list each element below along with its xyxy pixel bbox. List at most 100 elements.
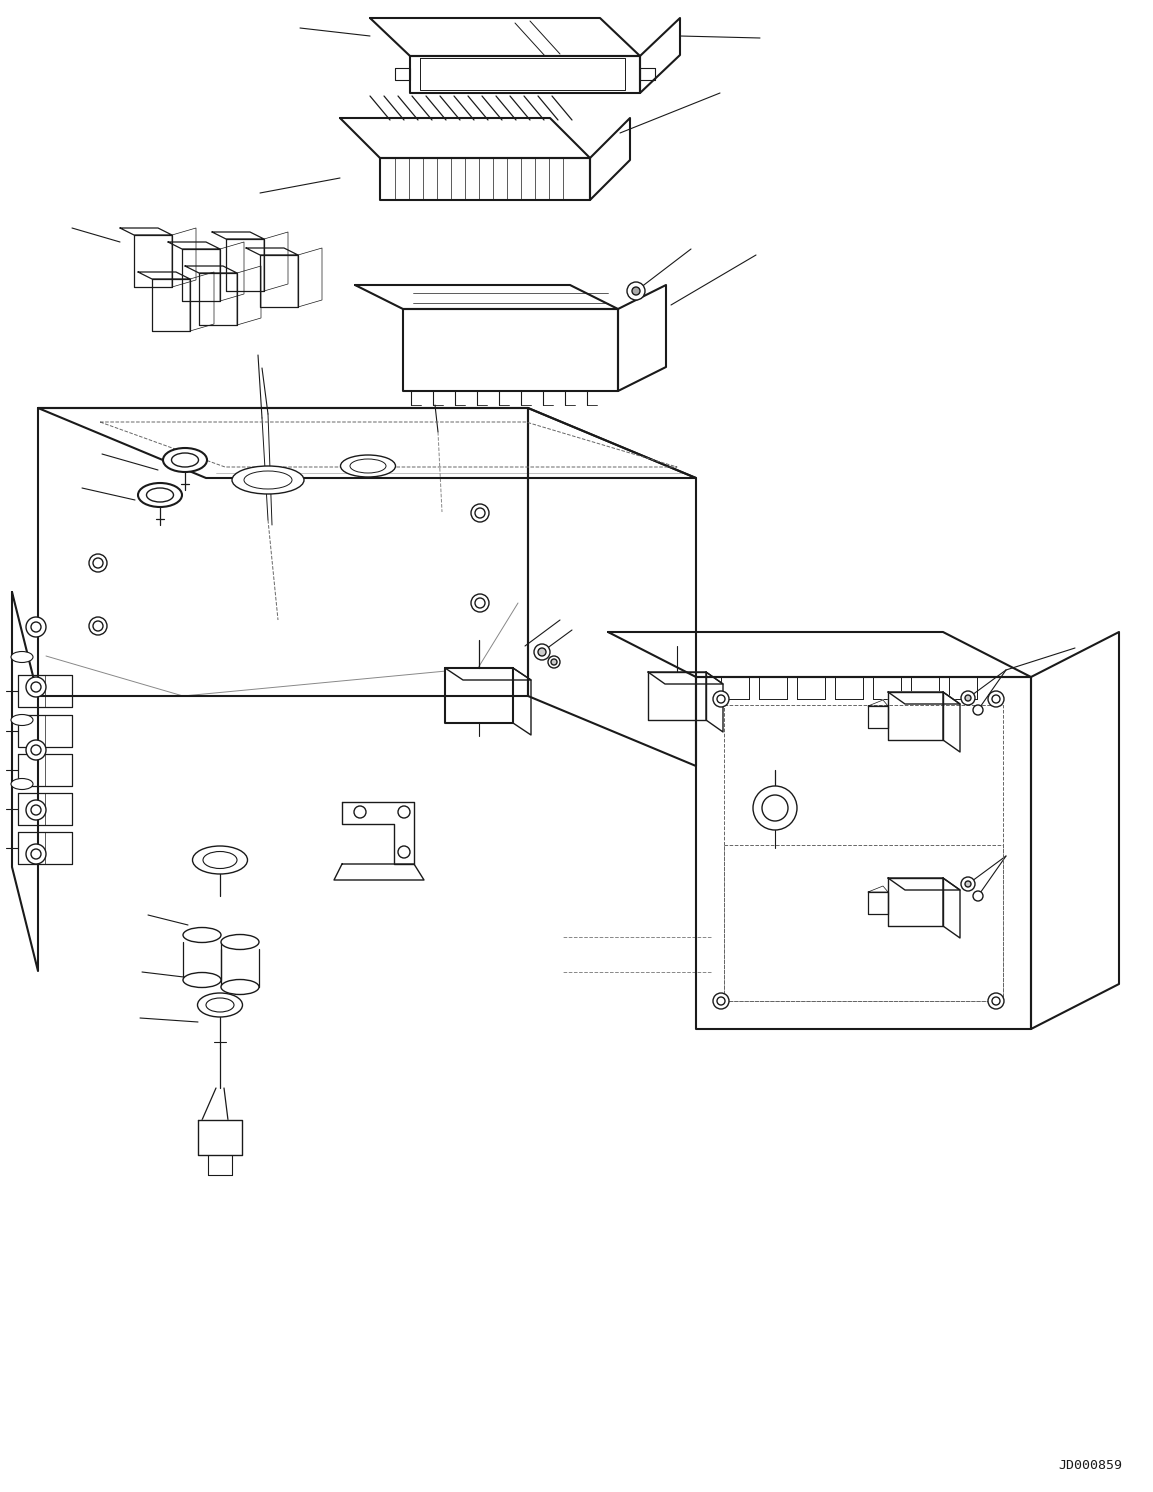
Text: JD000859: JD000859 (1058, 1459, 1122, 1473)
Polygon shape (888, 692, 960, 704)
Circle shape (762, 795, 787, 821)
Polygon shape (640, 69, 655, 81)
Circle shape (93, 621, 103, 631)
Ellipse shape (340, 455, 395, 477)
Polygon shape (198, 1120, 242, 1155)
Polygon shape (648, 671, 706, 721)
Polygon shape (246, 248, 297, 255)
Circle shape (965, 880, 971, 888)
Polygon shape (380, 158, 590, 200)
Polygon shape (18, 715, 71, 747)
Polygon shape (199, 273, 238, 325)
Polygon shape (120, 228, 172, 236)
Circle shape (354, 806, 366, 818)
Polygon shape (38, 407, 528, 695)
Circle shape (988, 691, 1004, 707)
Circle shape (89, 618, 107, 636)
Ellipse shape (163, 448, 208, 471)
Circle shape (753, 786, 797, 830)
Circle shape (717, 997, 725, 1006)
Ellipse shape (244, 471, 292, 489)
Polygon shape (38, 407, 696, 477)
Polygon shape (340, 118, 590, 158)
Polygon shape (18, 674, 71, 707)
Circle shape (717, 695, 725, 703)
Circle shape (988, 994, 1004, 1009)
Circle shape (31, 682, 42, 692)
Polygon shape (355, 285, 618, 309)
Polygon shape (1031, 633, 1120, 1029)
Polygon shape (395, 69, 410, 81)
Circle shape (27, 800, 46, 821)
Polygon shape (640, 18, 680, 93)
Polygon shape (342, 803, 414, 864)
Circle shape (973, 891, 984, 901)
Ellipse shape (12, 715, 33, 725)
Polygon shape (370, 18, 640, 57)
Ellipse shape (172, 454, 198, 467)
Circle shape (548, 656, 560, 668)
Polygon shape (212, 231, 264, 239)
Polygon shape (445, 668, 532, 680)
Polygon shape (18, 833, 71, 864)
Ellipse shape (12, 652, 33, 662)
Polygon shape (190, 272, 214, 331)
Circle shape (89, 554, 107, 571)
Circle shape (93, 558, 103, 568)
Polygon shape (152, 279, 190, 331)
Circle shape (470, 594, 489, 612)
Polygon shape (618, 285, 666, 391)
Polygon shape (404, 309, 618, 391)
Polygon shape (888, 692, 943, 740)
Polygon shape (943, 877, 960, 938)
Polygon shape (18, 794, 71, 825)
Circle shape (31, 849, 42, 859)
Polygon shape (590, 118, 630, 200)
Polygon shape (888, 877, 960, 891)
Polygon shape (608, 633, 1031, 677)
Circle shape (713, 691, 729, 707)
Polygon shape (259, 255, 297, 307)
Polygon shape (706, 671, 723, 733)
Ellipse shape (206, 998, 234, 1012)
Ellipse shape (183, 928, 221, 943)
Circle shape (551, 659, 557, 665)
Polygon shape (18, 753, 71, 786)
Polygon shape (182, 249, 220, 301)
Polygon shape (868, 886, 888, 892)
Circle shape (965, 695, 971, 701)
Ellipse shape (197, 994, 242, 1018)
Polygon shape (868, 706, 888, 728)
Polygon shape (138, 272, 190, 279)
Polygon shape (868, 700, 888, 706)
Polygon shape (184, 266, 238, 273)
Polygon shape (410, 57, 640, 93)
Polygon shape (264, 231, 288, 291)
Circle shape (398, 846, 410, 858)
Polygon shape (220, 242, 244, 301)
Polygon shape (12, 592, 38, 971)
Polygon shape (226, 239, 264, 291)
Circle shape (534, 645, 550, 659)
Polygon shape (238, 266, 261, 325)
Circle shape (475, 598, 485, 609)
Circle shape (27, 677, 46, 697)
Polygon shape (297, 248, 322, 307)
Ellipse shape (183, 973, 221, 988)
Circle shape (538, 648, 547, 656)
Polygon shape (334, 864, 424, 880)
Polygon shape (943, 692, 960, 752)
Circle shape (470, 504, 489, 522)
Polygon shape (528, 407, 696, 765)
Polygon shape (513, 668, 532, 736)
Ellipse shape (351, 460, 386, 473)
Circle shape (632, 286, 640, 295)
Polygon shape (168, 242, 220, 249)
Ellipse shape (12, 779, 33, 789)
Circle shape (31, 622, 42, 633)
Polygon shape (696, 677, 1031, 1029)
Ellipse shape (146, 488, 173, 501)
Ellipse shape (203, 852, 238, 868)
Circle shape (27, 740, 46, 759)
Ellipse shape (193, 846, 248, 874)
